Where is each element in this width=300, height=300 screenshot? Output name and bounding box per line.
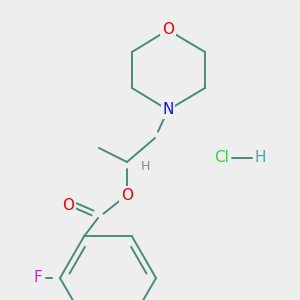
Text: O: O (62, 197, 74, 212)
Text: N: N (162, 103, 174, 118)
Text: O: O (121, 188, 133, 202)
Text: Cl: Cl (214, 151, 230, 166)
Text: O: O (162, 22, 174, 38)
Text: H: H (140, 160, 150, 173)
Text: H: H (254, 151, 266, 166)
Text: F: F (34, 271, 42, 286)
